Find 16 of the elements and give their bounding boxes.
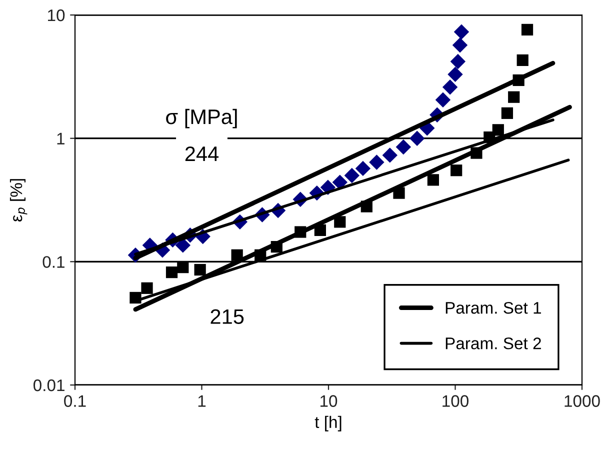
legend-label: Param. Set 2 [446,338,541,350]
x-tick-label: 1 [198,395,206,407]
x-tick-label: 10 [320,395,338,407]
y-tick-label: 10 [48,9,65,22]
legend-label: Param. Set 1 [446,302,541,314]
y-tick-label: 0.1 [42,256,64,268]
annotation: σ [MPa] [166,108,237,128]
annotation: 215 [210,309,244,324]
x-tick-label: 1000 [564,395,600,407]
x-tick-label: 0.1 [64,395,86,407]
y-tick-label: 1 [57,132,64,144]
y-tick-label: 0.01 [33,379,64,392]
annotation: 244 [185,146,219,161]
y-axis-title: ε$_{p}$ [%] [10,179,28,222]
x-tick-label: 100 [442,395,469,407]
x-axis-title: t [h] [314,416,342,432]
